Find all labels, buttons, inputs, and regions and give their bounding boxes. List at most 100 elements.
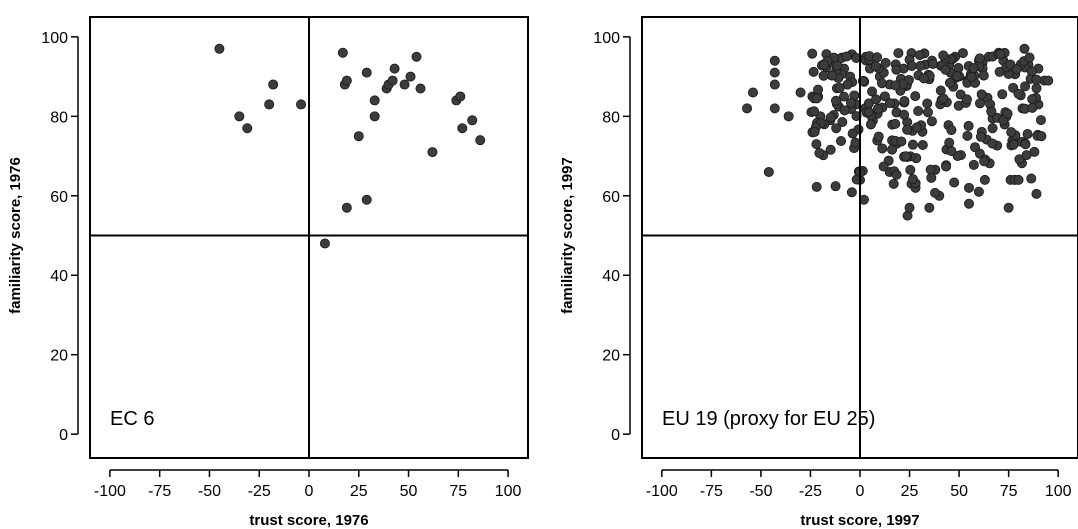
data-point [795, 87, 806, 98]
data-point [986, 106, 997, 117]
data-point [910, 91, 921, 102]
data-point [884, 98, 895, 109]
data-point [964, 198, 975, 209]
data-point [877, 143, 888, 154]
data-point [427, 147, 438, 158]
data-point [341, 75, 352, 86]
data-point [836, 135, 847, 146]
x-tick-label: -25 [248, 483, 271, 500]
data-point [904, 202, 915, 213]
x-tick-label: 50 [400, 483, 418, 500]
data-point [389, 63, 400, 74]
data-point [847, 128, 858, 139]
data-point [834, 82, 845, 93]
y-axis: 0 20 40 60 80 100 [41, 30, 79, 444]
data-point [926, 116, 937, 127]
x-tick-label: -75 [700, 483, 723, 500]
y-tick-label: 0 [59, 427, 68, 444]
y-tick-label: 100 [593, 30, 620, 47]
data-point [1036, 131, 1047, 142]
data-point [914, 50, 925, 61]
x-tick-label: -100 [94, 483, 126, 500]
data-point [1013, 174, 1024, 185]
data-point [819, 59, 830, 70]
data-point [1006, 127, 1017, 138]
data-point [915, 60, 926, 71]
data-point [922, 98, 933, 109]
data-point [353, 131, 364, 142]
data-point [997, 89, 1008, 100]
data-point [963, 120, 974, 131]
x-axis-title: trust score, 1976 [249, 512, 368, 529]
data-point [924, 202, 935, 213]
data-point [1043, 75, 1054, 86]
plot-frame [89, 16, 529, 459]
data-point [1026, 173, 1037, 184]
data-point [878, 161, 889, 172]
data-point [341, 202, 352, 213]
data-point [361, 194, 372, 205]
data-point [962, 130, 973, 141]
data-point [415, 83, 426, 94]
data-point [268, 79, 279, 90]
data-point [865, 119, 876, 130]
x-tick-label: 25 [901, 483, 919, 500]
x-tick-label: -25 [799, 483, 822, 500]
data-point [918, 73, 929, 84]
data-point [953, 63, 964, 74]
data-point [893, 48, 904, 59]
data-point [899, 109, 910, 120]
y-tick-label: 100 [41, 30, 68, 47]
data-point [976, 89, 987, 100]
scatter-points [742, 43, 1054, 221]
data-point [1002, 108, 1013, 119]
data-point [970, 142, 981, 153]
data-point [938, 50, 949, 61]
data-point [319, 238, 330, 249]
data-point [769, 55, 780, 66]
data-point [964, 182, 975, 193]
data-point [850, 137, 861, 148]
data-point [968, 159, 979, 170]
data-point [913, 106, 924, 117]
x-tick-label: -50 [198, 483, 221, 500]
panel-annotation: EU 19 (proxy for EU 25) [662, 408, 875, 430]
y-tick-label: 20 [602, 348, 620, 365]
data-point [1027, 102, 1038, 113]
data-point [841, 51, 852, 62]
data-point [399, 79, 410, 90]
scatter-points [214, 43, 486, 249]
data-point [891, 169, 902, 180]
data-point [872, 103, 883, 114]
x-tick-label: 75 [449, 483, 467, 500]
data-point [905, 164, 916, 175]
data-point [891, 64, 902, 75]
data-point [839, 105, 850, 116]
data-point [930, 187, 941, 198]
data-point [831, 123, 842, 134]
data-point [979, 156, 990, 167]
data-point [973, 186, 984, 197]
data-point [968, 63, 979, 74]
plot-frame [641, 16, 1078, 459]
data-point [814, 148, 825, 159]
x-tick-label: -50 [749, 483, 772, 500]
data-point [979, 174, 990, 185]
data-point [1035, 115, 1046, 126]
y-tick-label: 80 [50, 109, 68, 126]
data-point [974, 53, 985, 64]
data-point [818, 70, 829, 81]
data-point [952, 71, 963, 82]
y-tick-label: 60 [602, 189, 620, 206]
data-point [387, 75, 398, 86]
y-tick-label: 80 [602, 109, 620, 126]
y-axis-title: familiarity score, 1976 [7, 157, 24, 314]
data-point [337, 47, 348, 58]
data-point [879, 91, 890, 102]
data-point [966, 72, 977, 83]
data-point [938, 93, 949, 104]
data-point [769, 67, 780, 78]
data-point [946, 146, 957, 157]
x-tick-label: 75 [1000, 483, 1018, 500]
